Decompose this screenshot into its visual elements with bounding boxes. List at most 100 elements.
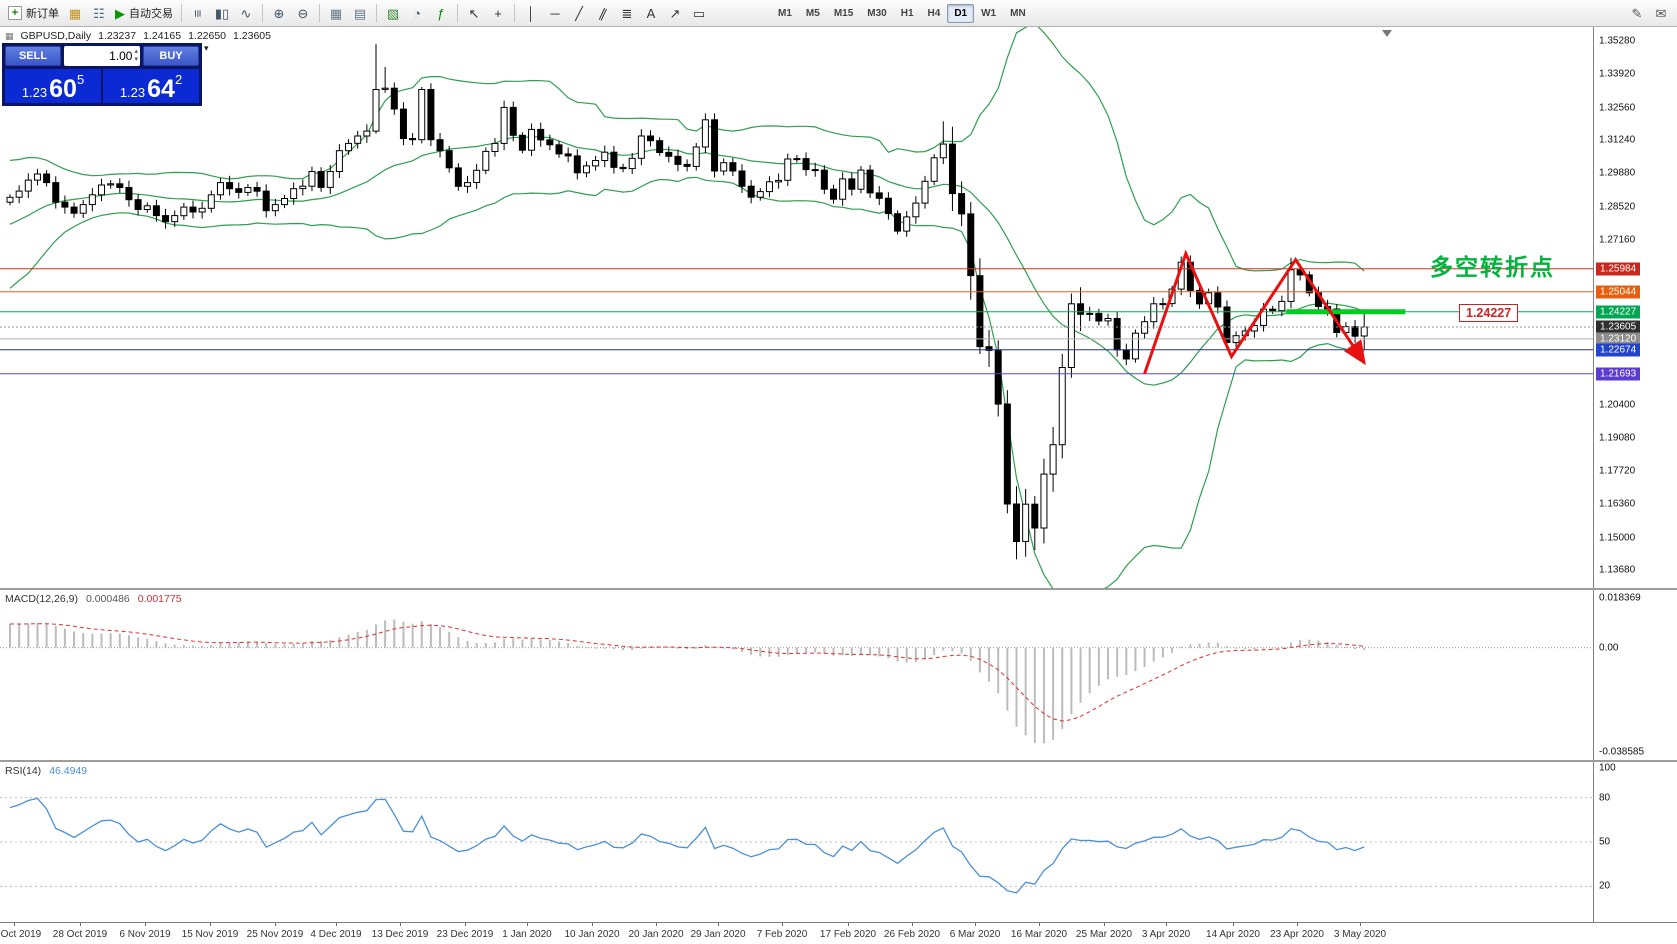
macd-histogram-bar [118,633,121,648]
timeframe-m30-button[interactable]: M30 [867,7,887,19]
macd-histogram-bar [713,647,716,649]
timeframe-h4-button[interactable]: H4 [927,7,941,19]
toolbar-chat-button[interactable]: ✉ [1649,2,1673,24]
toolbar-period-button[interactable]: ◔ [405,2,429,24]
price-chart-plot[interactable] [0,27,1593,588]
panel-splitter[interactable] [0,760,1677,762]
cascade-windows-icon: ▤ [353,5,367,21]
bear-candle [610,151,618,168]
price-axis-label: 1.31240 [1599,134,1636,146]
bear-candle [1031,503,1039,529]
date-axis[interactable]: 17 Oct 2019 28 Oct 2019 6 Nov 2019 15 Nov 2… [0,922,1677,944]
toolbar-line-chart-button[interactable]: ∿ [234,2,258,24]
toolbar-new-order-button[interactable]: + 新订单 [4,2,63,24]
price-axis-badge: 1.22674 [1596,343,1641,357]
bear-candle [427,89,435,141]
toolbar-indicators-button[interactable]: ƒ [429,2,453,24]
panel-splitter[interactable] [0,588,1677,590]
macd-histogram-bar [274,644,277,648]
crosshair-icon: + [494,5,502,21]
date-label: 25 Mar 2020 [1075,929,1133,940]
price-axis-label: 1.16360 [1599,498,1636,510]
bid-price-display[interactable]: 1.23 60 5 [5,69,101,103]
sell-button[interactable]: SELL [5,46,61,66]
toolbar-autotrade-button[interactable]: ▶ 自动交易 [111,2,177,24]
timeframe-m5-button[interactable]: M5 [805,7,820,19]
toolbar-vertical-line-button[interactable]: │ [519,2,543,24]
volume-up-button[interactable]: ▴ [134,48,138,56]
one-click-collapse-button[interactable]: ▾ [204,43,209,53]
timeframe-w1-button[interactable]: W1 [981,7,997,19]
date-tick [592,923,593,926]
macd-panel[interactable]: 0.018369 0.00 -0.038585 MACD(12,26,9) 0.00… [0,590,1677,760]
main-chart-panel[interactable]: 1.35280 1.33920 1.32560 1.31240 1.29880 1.285… [0,27,1677,588]
bear-candle [1095,312,1103,322]
toolbar-candlestick-chart-button[interactable]: ▮▯ [210,2,234,24]
macd-histogram-bar [283,644,286,648]
macd-plot[interactable] [0,590,1593,760]
toolbar-cascade-windows-button[interactable]: ▤ [348,2,372,24]
macd-histogram-bar [741,647,743,652]
price-flag-label[interactable]: 1.24227 [1459,304,1519,323]
bear-candle [802,158,810,171]
macd-histogram-bar [676,647,679,649]
timeframe-d1-button[interactable]: D1 [947,3,975,23]
chart-window-icon: ▦ [5,30,14,41]
rsi-plot[interactable] [0,762,1593,922]
date-label: 10 Jan 2020 [564,929,620,940]
volume-down-button[interactable]: ▾ [134,56,138,63]
bull-candle [33,173,41,181]
chart-shift-marker[interactable] [1382,30,1392,37]
new-order-icon: + [8,6,22,20]
volume-input[interactable] [80,49,133,63]
ask-price-display[interactable]: 1.23 64 2 [103,69,199,103]
macd-histogram-bar [1299,640,1302,648]
toolbar-channel-button[interactable]: ∥ [591,2,615,24]
macd-histogram-bar [887,647,890,659]
toolbar-market-watch-button[interactable]: ☷ [87,2,111,24]
timeframe-m1-button[interactable]: M1 [778,7,792,19]
toolbar-cursor-button[interactable]: ↖ [462,2,486,24]
price-axis[interactable]: 1.35280 1.33920 1.32560 1.31240 1.29880 1.285… [1593,27,1677,588]
macd-histogram-bar [256,641,259,648]
shapes-icon: ▭ [692,5,706,21]
macd-histogram-bar [640,647,643,649]
rsi-panel[interactable]: 100 80 50 20 RSI(14) 46.4949 [0,762,1677,922]
buy-button[interactable]: BUY [143,46,199,66]
zigzag-arrow-drawing[interactable] [1143,249,1366,375]
toolbar-tile-windows-button[interactable]: ▦ [324,2,348,24]
macd-histogram-bar [969,647,972,661]
toolbar-zoom-in-button[interactable]: ⊕ [267,2,291,24]
macd-histogram-bar [814,647,817,653]
price-axis-label: 1.33920 [1599,68,1636,80]
toolbar-trendline-button[interactable]: ╱ [567,2,591,24]
rsi-axis[interactable]: 100 80 50 20 [1593,762,1677,922]
toolbar-bar-chart-button[interactable]: ≡ [186,2,210,24]
timeframe-h1-button[interactable]: H1 [900,7,914,19]
turning-point-annotation[interactable]: 多空转折点 [1430,254,1555,281]
toolbar-fibonacci-button[interactable]: ≣ [615,2,639,24]
bar-open-value: 1.23237 [98,30,137,42]
toolbar-zoom-out-button[interactable]: ⊖ [291,2,315,24]
toolbar-shapes-button[interactable]: ▭ [687,2,711,24]
timeframe-mn-button[interactable]: MN [1010,7,1026,19]
bear-candle [573,155,581,174]
toolbar-profiles-button[interactable]: ▦ [63,2,87,24]
toolbar-pencil-button[interactable]: ✎ [1625,2,1649,24]
bull-candle [281,198,288,206]
toolbar-horizontal-line-button[interactable]: ─ [543,2,567,24]
macd-histogram-bar [45,623,48,648]
toolbar-new-chart-button[interactable]: ▧ [381,2,405,24]
macd-histogram-bar [1171,647,1174,653]
timeframe-m15-button[interactable]: M15 [833,7,854,19]
macd-histogram-bar [859,647,862,655]
toolbar-arrow-tool-button[interactable]: ↗ [663,2,687,24]
toolbar-crosshair-button[interactable]: + [486,2,510,24]
bull-candle [765,181,773,193]
macd-histogram-bar [73,631,76,648]
macd-axis[interactable]: 0.018369 0.00 -0.038585 [1593,590,1677,760]
toolbar-text-button[interactable]: A [639,2,663,24]
macd-histogram-bar [567,643,570,648]
rsi-axis-label: 50 [1599,836,1611,848]
macd-histogram-bar [924,647,926,660]
